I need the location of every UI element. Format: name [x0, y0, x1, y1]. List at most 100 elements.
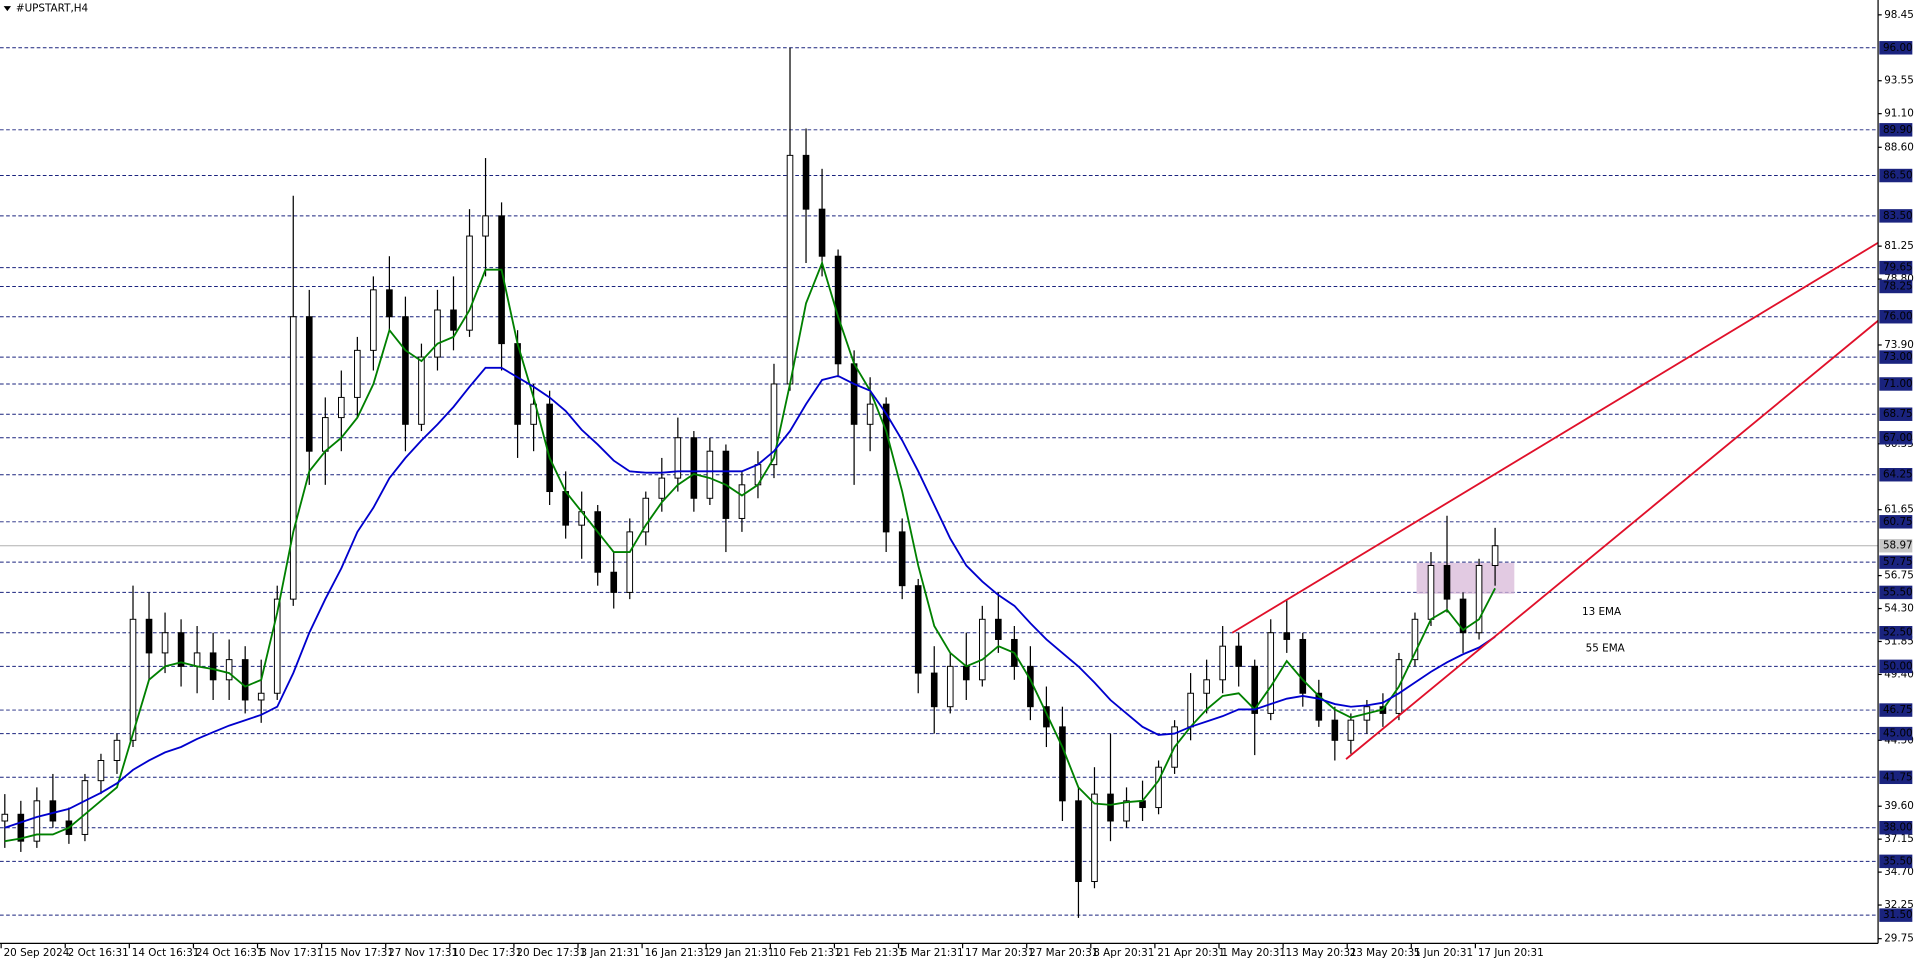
- level-label: 57.75: [1883, 556, 1913, 568]
- level-label-box: [1879, 820, 1913, 835]
- candle-body: [1091, 793, 1098, 883]
- level-label: 55.50: [1883, 586, 1913, 598]
- candle-body: [610, 571, 618, 593]
- candle-body: [145, 618, 153, 654]
- candle-body: [1219, 645, 1226, 681]
- candle-body: [626, 531, 634, 593]
- chart-title: #UPSTART,H4: [16, 3, 89, 15]
- candle-body: [1203, 679, 1210, 694]
- candle-body: [770, 383, 778, 466]
- ema-line: [4, 260, 1496, 843]
- level-label-box: [1879, 431, 1913, 445]
- level-label-box: [1879, 626, 1913, 640]
- candle-body: [81, 780, 89, 835]
- candle-body: [193, 652, 201, 667]
- ema-label: 55 EMA: [1586, 643, 1626, 655]
- candle-body: [514, 343, 521, 425]
- x-tick-label: 5 Jun 20:31: [1414, 947, 1473, 959]
- candle-body: [978, 618, 986, 681]
- candle-body: [946, 665, 954, 708]
- x-tick-label: 5 Mar 21:31: [901, 947, 964, 959]
- axis-mask: [0, 943, 1916, 963]
- level-label-box: [1879, 377, 1913, 391]
- candle-body: [225, 659, 233, 681]
- candle-body: [1267, 632, 1275, 714]
- level-label-box: [1879, 585, 1913, 600]
- y-tick-label: 56.75: [1884, 570, 1914, 582]
- x-tick-label: 27 Nov 17:31: [388, 947, 458, 959]
- level-label: 71.00: [1883, 378, 1913, 390]
- candle-body: [690, 437, 698, 499]
- y-tick-label: 37.15: [1884, 833, 1914, 845]
- candle-body: [1187, 692, 1194, 728]
- level-label-box: [1879, 260, 1913, 275]
- x-tick-label: 24 Oct 16:31: [196, 947, 264, 959]
- level-label: 60.75: [1883, 516, 1913, 528]
- level-label-box: [1879, 279, 1913, 294]
- candle-body: [305, 316, 313, 452]
- title-arrow: [3, 6, 12, 12]
- y-tick-label: 93.55: [1884, 75, 1914, 87]
- candle-body: [289, 316, 297, 600]
- ema-label: 13 EMA: [1582, 606, 1622, 618]
- candle-body: [802, 154, 810, 210]
- y-tick-label: 54.30: [1884, 603, 1914, 615]
- level-label: 46.75: [1883, 704, 1913, 716]
- level-label-box: [1879, 209, 1913, 223]
- candle-body: [1027, 665, 1034, 708]
- x-tick-label: 27 Mar 20:31: [1029, 947, 1098, 959]
- x-tick-label: 17 Mar 20:31: [965, 947, 1034, 959]
- candle-body: [594, 511, 602, 573]
- y-tick-label: 49.40: [1884, 668, 1914, 680]
- x-tick-label: 15 Nov 17:31: [324, 947, 394, 959]
- y-tick-label: 91.10: [1884, 108, 1914, 120]
- last-price-label: 58.97: [1883, 540, 1913, 552]
- candle-body: [1155, 766, 1162, 809]
- x-tick-label: 20 Sep 2024: [4, 947, 70, 959]
- x-tick-label: 1 May 20:31: [1221, 947, 1286, 959]
- candle-body: [882, 403, 890, 533]
- level-label: 50.00: [1883, 660, 1913, 672]
- level-label-box: [1879, 468, 1913, 482]
- level-label-box: [1879, 407, 1913, 421]
- candle-body: [738, 484, 746, 519]
- x-tick-label: 17 Jun 20:31: [1478, 947, 1544, 959]
- candle-body: [1443, 565, 1451, 600]
- y-tick-label: 81.25: [1884, 240, 1914, 252]
- candle-body: [1251, 665, 1259, 714]
- candle-body: [562, 491, 569, 526]
- candle-body: [642, 497, 650, 533]
- candle-body: [49, 800, 57, 822]
- candle-body: [1347, 719, 1355, 741]
- candle-body: [930, 672, 938, 708]
- candle-body: [354, 349, 361, 398]
- level-label: 64.25: [1883, 469, 1913, 481]
- candle-body: [434, 309, 441, 358]
- level-label-box: [1879, 555, 1913, 569]
- x-tick-label: 5 Nov 17:31: [260, 947, 323, 959]
- y-tick-label: 39.60: [1884, 800, 1914, 812]
- x-tick-label: 29 Jan 21:31: [709, 947, 775, 959]
- y-tick-label: 88.60: [1884, 141, 1914, 153]
- candle-body: [1331, 719, 1339, 741]
- level-label-box: [1879, 908, 1913, 922]
- candle-body: [866, 403, 874, 425]
- candle-body: [1283, 632, 1291, 640]
- level-label: 45.00: [1883, 728, 1913, 740]
- candle-body: [995, 618, 1002, 640]
- candle-body: [97, 760, 105, 782]
- level-label: 35.50: [1883, 855, 1913, 867]
- x-tick-label: 2 Oct 16:31: [68, 947, 129, 959]
- level-label: 73.00: [1883, 351, 1913, 363]
- candle-body: [33, 800, 41, 842]
- level-label: 96.00: [1883, 42, 1913, 54]
- candle-body: [482, 215, 489, 237]
- candle-body: [898, 531, 906, 587]
- candle-body: [177, 632, 185, 667]
- level-label-box: [1879, 310, 1913, 324]
- candle-body: [1411, 618, 1419, 661]
- candle-body: [1235, 645, 1242, 667]
- candle-body: [273, 598, 281, 694]
